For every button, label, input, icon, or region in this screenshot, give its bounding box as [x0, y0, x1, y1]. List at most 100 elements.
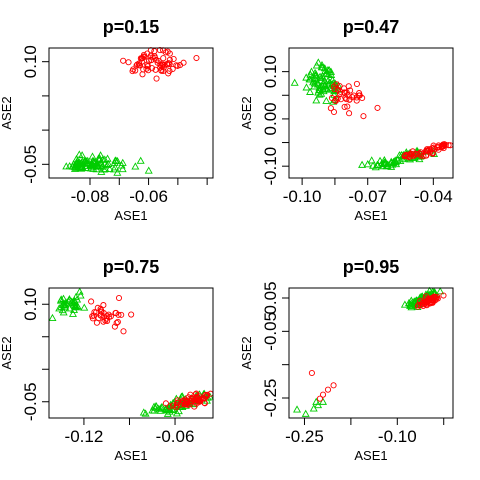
point-group_a — [154, 404, 163, 412]
y-axis-label: ASE2 — [239, 336, 254, 369]
x-tick-label: -0.10 — [283, 187, 322, 206]
point-group_a — [86, 161, 95, 169]
point-group_a — [312, 61, 321, 69]
point-group_a — [104, 159, 113, 167]
point-group_a — [327, 70, 336, 78]
point-group_a — [75, 150, 84, 158]
y-tick-label: -0.05 — [261, 312, 280, 351]
plot-frame — [288, 287, 454, 419]
x-axis: -0.12 -0.06 ASE1 — [65, 418, 195, 463]
point-group_b — [342, 94, 349, 101]
y-axis: 0.05-0.05 -0.25 ASE2 — [239, 281, 289, 417]
point-group_a — [305, 75, 314, 83]
point-group_b — [336, 82, 343, 90]
x-tick-label: -0.12 — [65, 427, 104, 446]
point-group_a — [62, 162, 71, 170]
point-group_a — [163, 409, 172, 417]
point-group_a — [150, 402, 159, 410]
point-group_b — [120, 57, 127, 64]
point-group_a — [400, 300, 409, 308]
point-group_a — [358, 160, 367, 168]
point-group_b — [425, 146, 433, 153]
point-group_b — [177, 401, 184, 408]
point-group_a — [73, 295, 82, 303]
point-group_b — [89, 313, 96, 320]
scatter-panel-4: p=0.95 -0.25 -0.10 ASE1 0.05-0.05 -0.25 ASE2 — [239, 257, 454, 463]
point-group_b — [345, 83, 352, 90]
point-group_b — [164, 61, 171, 68]
data-points — [48, 287, 214, 417]
x-tick-label: -0.04 — [414, 187, 453, 206]
point-group_a — [307, 67, 316, 75]
point-group_a — [174, 406, 183, 415]
x-axis-label: ASE1 — [354, 448, 387, 463]
point-group_b — [100, 318, 107, 325]
point-group_b — [157, 64, 164, 71]
point-group_b — [330, 382, 337, 389]
point-group_b — [162, 400, 169, 407]
point-group_b — [409, 148, 416, 155]
point-group_b — [350, 92, 357, 99]
plot-frame — [48, 47, 214, 179]
point-group_a — [110, 165, 119, 173]
x-tick-label: -0.25 — [285, 427, 324, 446]
point-group_a — [319, 397, 328, 405]
point-group_b — [429, 299, 436, 306]
point-group_b — [115, 311, 122, 318]
y-tick-label: 0.05 — [261, 281, 280, 314]
point-group_a — [396, 156, 405, 165]
point-group_a — [306, 70, 315, 78]
point-group_a — [310, 79, 319, 87]
point-group_b — [97, 305, 104, 312]
point-group_a — [376, 156, 385, 164]
point-group_b — [156, 46, 164, 54]
panel-title: p=0.95 — [343, 257, 400, 277]
scatter-panel-1: p=0.15 -0.08 -0.06 ASE1 0.10 -0.05 ASE2 — [0, 17, 214, 223]
point-group_b — [129, 68, 136, 75]
point-group_a — [436, 287, 445, 295]
point-group_b — [97, 312, 104, 319]
panel-title: p=0.47 — [343, 17, 400, 37]
point-group_a — [327, 67, 336, 75]
point-group_b — [176, 62, 184, 69]
point-group_b — [105, 311, 112, 318]
point-group_a — [317, 73, 326, 81]
point-group_b — [343, 96, 350, 103]
point-group_b — [415, 301, 422, 309]
y-tick-label: 0.10 — [21, 45, 40, 78]
point-group_b — [316, 395, 323, 402]
point-group_b — [192, 391, 199, 398]
point-group_b — [346, 110, 353, 117]
point-group_b — [187, 398, 194, 405]
data-points — [293, 286, 447, 417]
point-group_a — [89, 158, 98, 166]
y-tick-label: -0.10 — [261, 147, 280, 186]
point-group_b — [319, 391, 327, 398]
panel-title: p=0.75 — [103, 257, 160, 277]
point-group_b — [191, 403, 198, 410]
point-group_a — [98, 162, 107, 170]
plot-frame — [288, 47, 454, 179]
x-tick-label: -0.06 — [156, 427, 195, 446]
point-group_a — [163, 406, 172, 414]
point-group_a — [78, 157, 87, 165]
point-group_b — [140, 53, 147, 60]
point-group_b — [421, 298, 428, 306]
point-group_b — [170, 55, 177, 63]
point-group_a — [82, 161, 91, 169]
point-group_a — [80, 303, 89, 311]
y-tick-label: 0.00 — [261, 102, 280, 135]
point-group_b — [374, 104, 381, 111]
point-group_a — [64, 296, 73, 305]
x-axis-label: ASE1 — [354, 208, 387, 223]
point-group_b — [165, 70, 172, 77]
point-group_b — [203, 393, 210, 400]
x-tick-label: -0.07 — [348, 187, 387, 206]
point-group_b — [430, 142, 437, 149]
point-group_b — [331, 86, 338, 93]
point-group_a — [111, 156, 120, 164]
point-group_b — [125, 59, 132, 66]
y-axis-label: ASE2 — [0, 336, 14, 369]
panel-title: p=0.15 — [103, 17, 160, 37]
